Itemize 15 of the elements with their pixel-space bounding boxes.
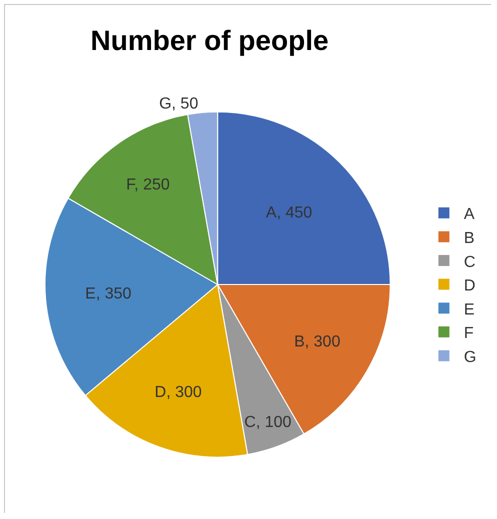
- data-label: E, 350: [85, 286, 132, 303]
- chart-title: Number of people: [90, 25, 329, 56]
- legend-label: B: [464, 230, 475, 247]
- legend-label: C: [464, 254, 476, 271]
- data-label: F, 250: [126, 176, 170, 194]
- legend-label: D: [464, 278, 476, 295]
- legend-label: E: [464, 301, 475, 318]
- data-label: D, 300: [154, 384, 202, 402]
- data-label: A, 450: [266, 204, 312, 222]
- legend-label: F: [464, 325, 474, 342]
- legend-label: A: [464, 206, 475, 224]
- data-label: B, 300: [294, 334, 340, 351]
- data-label: C, 100: [244, 414, 292, 432]
- legend-label: G: [464, 348, 476, 366]
- data-label: G, 50: [159, 96, 198, 113]
